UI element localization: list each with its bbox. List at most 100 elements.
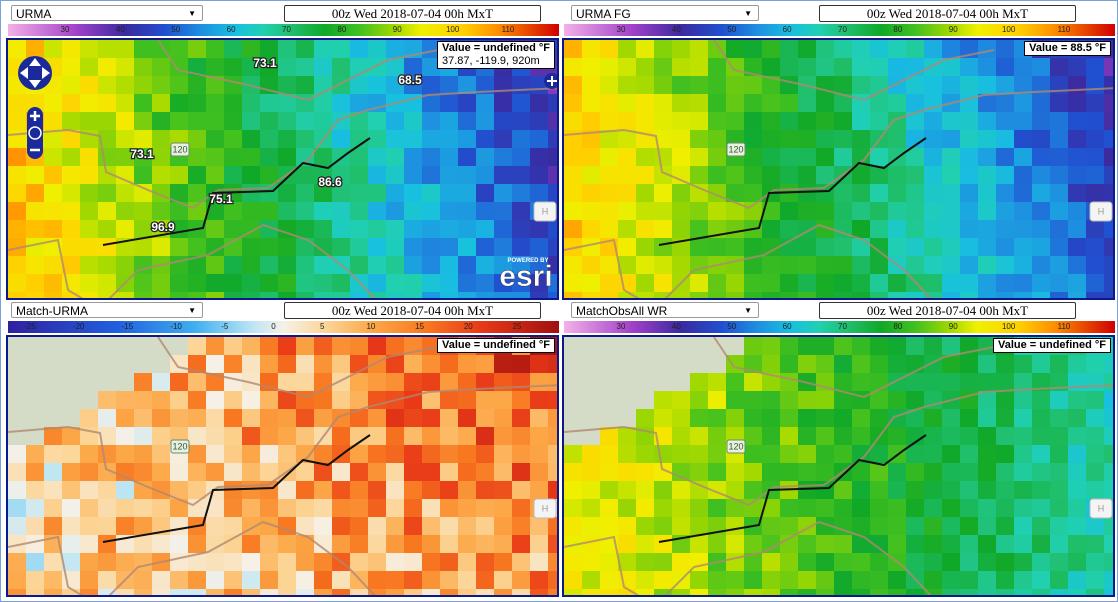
grid-cell bbox=[924, 166, 942, 184]
expand-button[interactable] bbox=[544, 73, 557, 89]
home-bg[interactable] bbox=[1089, 498, 1113, 519]
home-button[interactable]: H bbox=[533, 201, 557, 222]
grid-cell bbox=[726, 76, 744, 94]
home-button[interactable]: H bbox=[533, 498, 557, 519]
grid-cell bbox=[548, 391, 557, 409]
grid-cell bbox=[690, 184, 708, 202]
layer-dropdown[interactable]: Match-URMA bbox=[11, 302, 203, 319]
pan-arrow[interactable] bbox=[29, 80, 41, 88]
grid-cell bbox=[618, 148, 636, 166]
home-text[interactable]: H bbox=[542, 503, 549, 513]
map: 120 H Value = 88.5 °F bbox=[562, 38, 1115, 300]
grid-cell bbox=[690, 409, 708, 427]
home-text[interactable]: H bbox=[1098, 206, 1105, 216]
grid-cell bbox=[422, 220, 440, 238]
grid-cell bbox=[494, 112, 512, 130]
zoom-in[interactable] bbox=[30, 111, 40, 121]
grid-cell bbox=[780, 373, 798, 391]
grid-cell bbox=[386, 445, 404, 463]
grid-cell bbox=[476, 148, 494, 166]
grid-cell bbox=[494, 445, 512, 463]
home-bg[interactable] bbox=[533, 201, 557, 222]
grid-cell bbox=[206, 76, 224, 94]
road-shield: 120 bbox=[170, 142, 190, 157]
grid-cell bbox=[422, 535, 440, 553]
grid-cell bbox=[314, 184, 332, 202]
grid-cell bbox=[440, 238, 458, 256]
grid-cell bbox=[422, 337, 440, 355]
grid-cell bbox=[314, 292, 332, 298]
grid-cell bbox=[618, 535, 636, 553]
layer-dropdown[interactable]: MatchObsAll WR bbox=[571, 302, 759, 319]
grid-cell bbox=[368, 463, 386, 481]
scale-label: 60 bbox=[226, 25, 236, 34]
home-button[interactable]: H bbox=[1089, 201, 1113, 222]
grid-cell bbox=[512, 202, 530, 220]
grid-cell bbox=[512, 274, 530, 292]
home-bg[interactable] bbox=[1089, 201, 1113, 222]
grid-cell bbox=[512, 589, 530, 595]
pan-arrow[interactable] bbox=[20, 67, 28, 79]
grid-cell bbox=[1068, 481, 1086, 499]
grid-cell bbox=[600, 517, 618, 535]
grid-cell bbox=[458, 427, 476, 445]
globe[interactable] bbox=[28, 126, 42, 140]
grid-cell bbox=[314, 553, 332, 571]
grid-cell bbox=[350, 238, 368, 256]
grid-cell bbox=[62, 166, 80, 184]
zoom-bar bbox=[27, 107, 43, 159]
grid-cell bbox=[924, 184, 942, 202]
grid-cell bbox=[816, 391, 834, 409]
map: 120 H Value = undefined °F bbox=[6, 335, 559, 597]
grid-cell bbox=[494, 553, 512, 571]
home-text[interactable]: H bbox=[1098, 503, 1105, 513]
grid-cell bbox=[708, 445, 726, 463]
home-button[interactable]: H bbox=[1089, 498, 1113, 519]
grid-cell bbox=[924, 481, 942, 499]
grid-cell bbox=[564, 274, 582, 292]
layer-dropdown[interactable]: URMA bbox=[11, 5, 203, 22]
grid-cell bbox=[636, 589, 654, 595]
grid-cell bbox=[116, 220, 134, 238]
grid-cell bbox=[116, 184, 134, 202]
grid-cell bbox=[422, 463, 440, 481]
grid-cell bbox=[26, 292, 44, 298]
expand-icon[interactable] bbox=[547, 76, 557, 86]
grid-cell bbox=[852, 535, 870, 553]
home-bg[interactable] bbox=[533, 498, 557, 519]
grid-cell bbox=[278, 589, 296, 595]
grid-cell bbox=[134, 373, 152, 391]
grid-cell bbox=[350, 184, 368, 202]
boundary bbox=[8, 337, 557, 595]
pan-control[interactable] bbox=[18, 56, 52, 90]
grid-cell bbox=[600, 463, 618, 481]
grid-cell bbox=[206, 409, 224, 427]
grid-cell bbox=[744, 202, 762, 220]
grid-cell bbox=[996, 481, 1014, 499]
home-text[interactable]: H bbox=[542, 206, 549, 216]
pan-bg[interactable] bbox=[18, 56, 52, 90]
layer-dropdown[interactable]: URMA FG bbox=[571, 5, 759, 22]
grid-cell bbox=[600, 148, 618, 166]
grid-cell bbox=[476, 481, 494, 499]
grid-cell bbox=[242, 292, 260, 298]
grid-cell bbox=[582, 148, 600, 166]
grid-cell bbox=[98, 112, 116, 130]
grid-cell bbox=[780, 589, 798, 595]
grid-cell bbox=[44, 130, 62, 148]
grid-cell bbox=[188, 355, 206, 373]
pan-arrow[interactable] bbox=[29, 58, 41, 66]
grid-cell bbox=[332, 130, 350, 148]
grid-cell bbox=[458, 553, 476, 571]
grid-cell bbox=[978, 517, 996, 535]
grid-cell bbox=[942, 274, 960, 292]
grid-cell bbox=[1086, 589, 1104, 595]
grid-cell bbox=[798, 292, 816, 298]
scale-label: 40 bbox=[115, 25, 125, 34]
grid-cell bbox=[708, 166, 726, 184]
grid-cell bbox=[548, 112, 557, 130]
pan-arrow[interactable] bbox=[42, 67, 50, 79]
grid-cell bbox=[996, 571, 1014, 589]
grid-cell bbox=[1014, 373, 1032, 391]
scale-label: 90 bbox=[948, 322, 958, 331]
